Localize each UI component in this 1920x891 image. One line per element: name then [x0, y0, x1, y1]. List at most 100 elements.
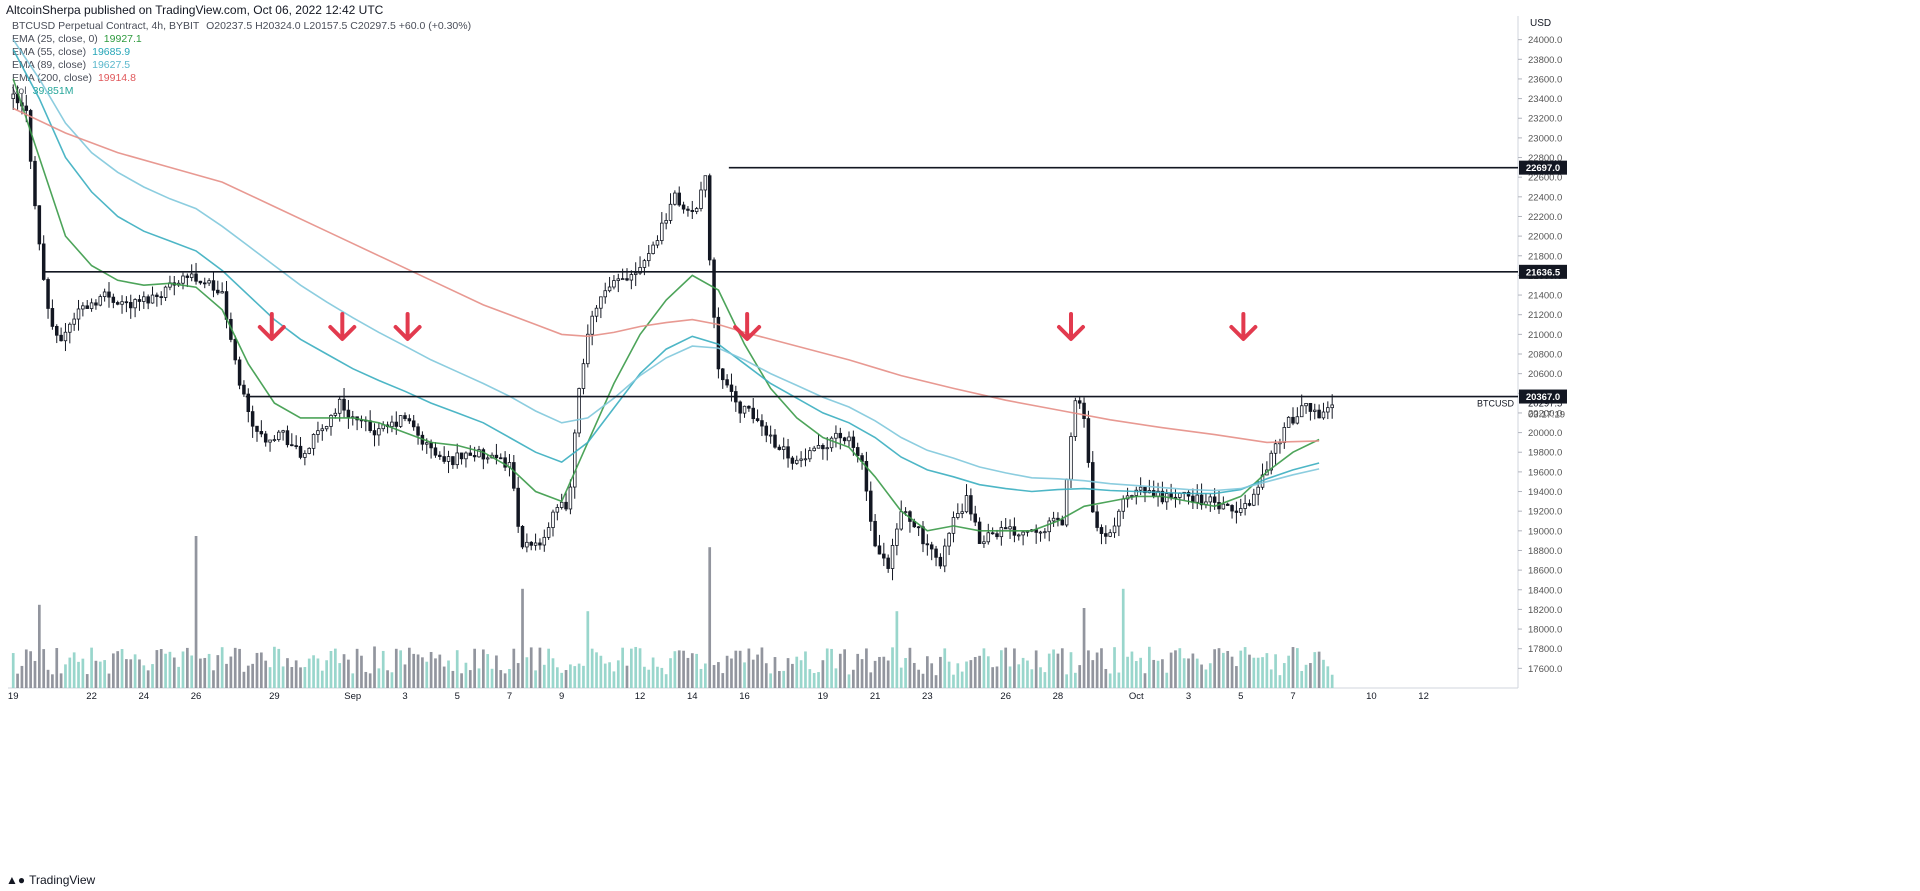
volume-bar — [303, 667, 307, 688]
volume-bar — [16, 673, 19, 688]
volume-bar — [251, 663, 254, 688]
level-label-2: 20367.0 — [1526, 392, 1560, 403]
volume-bar — [673, 651, 677, 688]
tradingview-footer-text: TradingView — [29, 873, 96, 887]
legend-ema25[interactable]: EMA (25, close, 0) 19927.1 — [12, 33, 471, 46]
price-tick-label: 22400.0 — [1528, 192, 1562, 203]
volume-bar — [638, 648, 642, 688]
volume-bar — [1047, 653, 1051, 688]
last-price-symbol: BTCUSD — [1477, 398, 1515, 408]
candle-body — [324, 426, 329, 430]
candle-body — [938, 556, 943, 567]
volume-bar — [212, 670, 215, 688]
volume-bar — [808, 669, 812, 688]
arrow-head — [393, 325, 422, 341]
price-tick-label: 19200.0 — [1528, 507, 1562, 518]
candle-body — [538, 542, 542, 546]
volume-bar — [129, 659, 133, 688]
candle-body — [442, 456, 446, 462]
time-tick-label: 7 — [1290, 691, 1295, 702]
candle-body — [655, 240, 660, 246]
volume-bar — [577, 663, 581, 688]
candle-body — [943, 545, 947, 567]
volume-bar — [11, 653, 15, 688]
candle-body — [1269, 452, 1273, 471]
candle-body — [1077, 400, 1082, 404]
candle-body — [194, 273, 198, 282]
volume-bar — [64, 664, 67, 688]
volume-bar — [1169, 652, 1173, 688]
candle-body — [185, 275, 190, 278]
volume-bar — [1108, 673, 1112, 688]
volume-bar — [973, 657, 977, 688]
level-label-bg-0 — [1519, 160, 1567, 175]
price-tick-label: 24000.0 — [1528, 35, 1562, 46]
candle-body — [1138, 486, 1143, 491]
volume-bar — [743, 662, 746, 688]
time-tick-label: 16 — [739, 691, 750, 702]
legend-ema55[interactable]: EMA (55, close) 19685.9 — [12, 46, 471, 59]
legend-ema25-value: 19927.1 — [103, 33, 142, 45]
time-tick-label: 12 — [1418, 691, 1429, 702]
candle-body — [246, 393, 251, 412]
candle-body — [1021, 531, 1025, 536]
price-tick-label: 22200.0 — [1528, 212, 1562, 223]
candle-body — [690, 209, 695, 212]
candle-body — [337, 398, 342, 414]
candle-body — [1104, 533, 1108, 537]
volume-bar — [364, 671, 368, 688]
volume-bar — [90, 647, 93, 688]
price-tick-label: 22800.0 — [1528, 153, 1562, 164]
volume-bar — [107, 673, 111, 688]
legend-ema89[interactable]: EMA (89, close) 19627.5 — [12, 59, 471, 72]
volume-bar — [281, 666, 285, 688]
volume-bar — [1195, 658, 1199, 688]
price-tick-label: 21800.0 — [1528, 251, 1562, 262]
candle-body — [834, 432, 838, 439]
candle-body — [342, 398, 346, 411]
legend-ema89-value: 19627.5 — [92, 59, 131, 71]
candle-body — [1095, 511, 1099, 528]
volume-bar — [1304, 664, 1308, 688]
volume-bar — [1013, 648, 1016, 688]
candle-body — [1295, 416, 1300, 424]
candle-body — [472, 455, 477, 458]
price-tick-label: 18200.0 — [1528, 605, 1562, 616]
candle-body — [821, 445, 825, 450]
candle-body — [468, 452, 473, 456]
volume-bar — [725, 655, 729, 688]
candle-body — [990, 532, 995, 535]
volume-bar — [199, 658, 202, 688]
candle-body — [742, 405, 747, 414]
candle-body — [403, 415, 407, 420]
volume-bar — [529, 647, 533, 688]
volume-bar — [1060, 648, 1064, 688]
time-tick-label: 22 — [86, 691, 97, 702]
candle-body — [1321, 411, 1326, 419]
candle-body — [638, 267, 642, 274]
candle-body — [516, 487, 520, 527]
volume-bar — [94, 660, 98, 688]
volume-bar — [873, 660, 877, 688]
candle-body — [747, 405, 751, 409]
candle-body — [681, 204, 686, 210]
candle-body — [590, 315, 594, 335]
legend-ema200[interactable]: EMA (200, close) 19914.8 — [12, 72, 471, 85]
volume-bar — [921, 673, 925, 688]
volume-bar — [320, 670, 324, 688]
volume-bar — [677, 650, 681, 688]
down-arrow-icon — [328, 312, 357, 341]
candle-body — [451, 456, 455, 466]
volume-bar — [586, 611, 590, 688]
candle-body — [551, 511, 555, 528]
volume-bar — [85, 674, 89, 688]
price-tick-label: 17600.0 — [1528, 664, 1562, 675]
volume-bar — [1213, 649, 1216, 688]
tradingview-logo-icon: ▲● — [6, 873, 26, 887]
volume-bar — [1204, 669, 1208, 688]
volume-bar — [851, 669, 855, 688]
candle-body — [1234, 510, 1239, 513]
candle-body — [812, 447, 816, 452]
candle-body — [459, 452, 464, 460]
